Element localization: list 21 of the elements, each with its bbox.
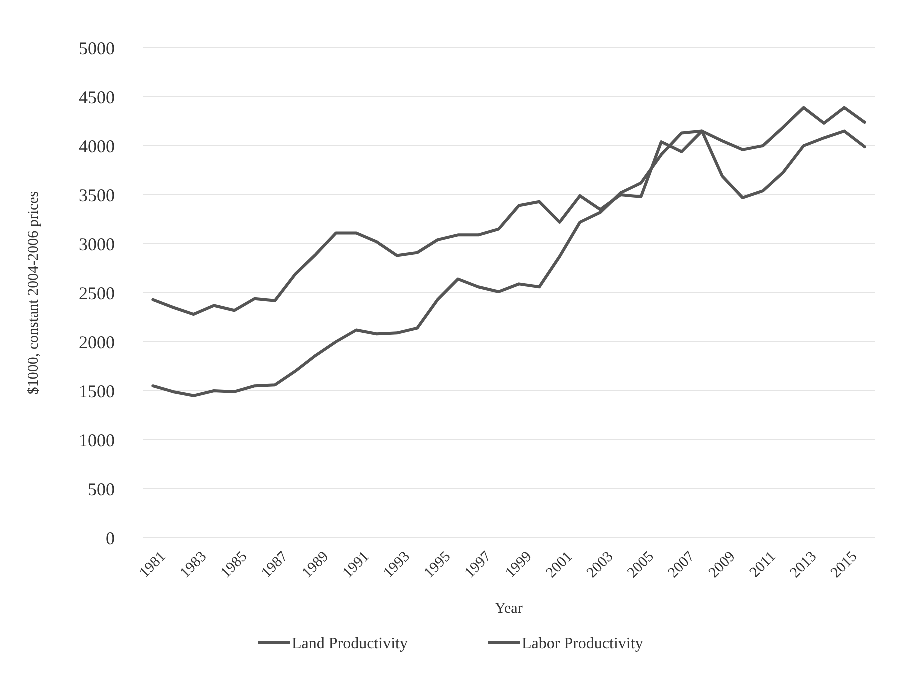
- legend-label: Land Productivity: [292, 636, 408, 653]
- x-tick-label: 1989: [300, 548, 332, 582]
- y-tick-label: 3500: [79, 185, 115, 206]
- y-tick-label: 3000: [79, 234, 115, 254]
- x-tick-label: 2011: [747, 548, 780, 582]
- x-tick-label: 1991: [340, 548, 373, 582]
- y-tick-label: 4500: [79, 87, 115, 108]
- x-axis-title: Year: [495, 601, 523, 617]
- y-tick-label: 2000: [79, 332, 115, 352]
- y-tick-label: 4000: [79, 136, 115, 156]
- y-tick-label: 500: [88, 479, 115, 500]
- y-tick-label: 1500: [79, 381, 115, 402]
- legend-label: Labor Productivity: [522, 636, 644, 653]
- y-tick-label: 2500: [79, 283, 115, 304]
- y-tick-label: 0: [106, 528, 115, 548]
- y-tick-label: 5000: [79, 38, 115, 58]
- x-tick-label: 1983: [178, 548, 210, 582]
- y-axis-title: $1000, constant 2004-2006 prices: [26, 191, 42, 395]
- x-tick-label: 2001: [544, 548, 576, 582]
- x-tick-label: 1981: [136, 548, 170, 582]
- y-tick-label: 1000: [79, 430, 115, 450]
